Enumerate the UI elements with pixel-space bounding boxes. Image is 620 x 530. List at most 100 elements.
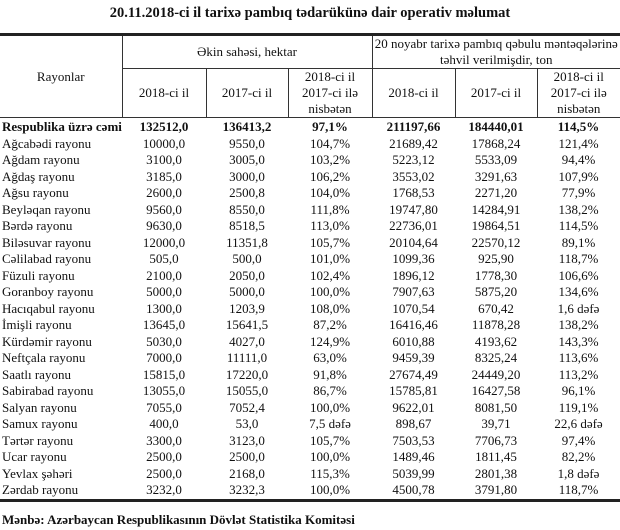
delivered-2018: 3553,02: [392, 168, 435, 184]
district-name: Ağcabədi rayonu: [2, 135, 92, 151]
delivered-ratio: 77,9%: [561, 185, 596, 201]
area-2017: 2168,0: [229, 465, 265, 481]
delivered-2018: 7503,53: [392, 432, 435, 448]
table-row: Ucar rayonu 2500,0 2500,0 100,0% 1489,46 1811…: [0, 449, 620, 466]
delivered-2018: 22736,01: [389, 218, 438, 234]
delivered-2017: 3291,63: [474, 168, 518, 184]
page-title: 20.11.2018-ci il tarixə pambıq tədarükün…: [109, 5, 511, 21]
area-ratio: 7,5 dəfə: [309, 416, 351, 432]
district-name: Sabirabad rayonu: [2, 383, 94, 399]
delivered-2018: 9459,39: [392, 350, 435, 366]
delivered-2018: 1070,54: [392, 300, 435, 316]
area-2018: 3185,0: [146, 168, 182, 184]
delivered-2017: 24449,20: [471, 366, 521, 382]
delivered-2017: 16427,58: [471, 383, 521, 399]
area-ratio: 106,2%: [309, 168, 351, 184]
delivered-ratio: 119,1%: [558, 399, 599, 415]
delivered-2017: 1778,30: [474, 267, 518, 283]
delivered-2017: 7706,73: [474, 432, 518, 448]
delivered-2018: 15785,81: [389, 383, 438, 399]
delivered-ratio: 97,4%: [561, 432, 596, 448]
table-row: Cəlilabad rayonu 505,0 500,0 101,0% 1099,36 9…: [0, 251, 620, 268]
table-row: Beyləqan rayonu 9560,0 8550,0 111,8% 19747,8…: [0, 202, 620, 219]
subheader-delivered-2017: 2017-ci il: [454, 68, 538, 118]
delivered-2018: 27674,49: [389, 366, 438, 382]
area-2018: 7055,0: [146, 399, 182, 415]
area-ratio: 87,2%: [313, 317, 347, 333]
header-sown-area: Əkin sahəsi, hektar: [121, 33, 373, 69]
area-ratio: 115,3%: [310, 465, 350, 481]
table-row: Ağdam rayonu 3100,0 3005,0 103,2% 5223,12 553…: [0, 152, 620, 169]
area-ratio: 100,0%: [288, 482, 373, 502]
area-ratio: 100,0%: [309, 399, 351, 415]
table-row: Kürdəmir rayonu 5030,0 4027,0 124,9% 6010,88…: [0, 334, 620, 351]
delivered-ratio: 89,1%: [561, 234, 596, 250]
delivered-2017: 11878,28: [471, 317, 521, 333]
area-ratio: 105,7%: [309, 432, 351, 448]
area-ratio: 63,0%: [313, 350, 347, 366]
delivered-2017: 39,71: [481, 416, 511, 432]
district-name: Respublika üzrə cəmi: [2, 119, 122, 135]
delivered-ratio: 118,7%: [537, 482, 620, 502]
delivered-2017: 8325,24: [474, 350, 518, 366]
table-row: Sabirabad rayonu 13055,0 15055,0 86,7% 15785…: [0, 383, 620, 400]
area-ratio: 101,0%: [309, 251, 351, 267]
table-row: Saatlı rayonu 15815,0 17220,0 91,8% 27674,49…: [0, 367, 620, 384]
district-name: Beyləqan rayonu: [2, 201, 91, 217]
delivered-2018: 16416,46: [389, 317, 438, 333]
header-rayonlar: Rayonlar: [0, 33, 123, 118]
area-ratio: 105,7%: [309, 234, 351, 250]
delivered-2017: 4193,62: [474, 333, 518, 349]
district-name: Ağsu rayonu: [2, 185, 69, 201]
table-row: Ağdaş rayonu 3185,0 3000,0 106,2% 3553,02 329…: [0, 169, 620, 186]
area-ratio: 103,2%: [309, 152, 351, 168]
area-2018: 505,0: [149, 251, 179, 267]
area-2017: 8550,0: [229, 201, 265, 217]
subheader-delivered-ratio: 2018-ci il 2017-ci ilə nisbətən: [536, 68, 620, 118]
area-2018: 13645,0: [142, 317, 186, 333]
area-2018: 2600,0: [146, 185, 182, 201]
area-2018: 2500,0: [146, 465, 182, 481]
district-name: Saatlı rayonu: [2, 366, 71, 382]
district-name: Samux rayonu: [2, 416, 78, 432]
area-2017: 500,0: [232, 251, 262, 267]
delivered-2018: 898,67: [395, 416, 432, 432]
district-name: Ucar rayonu: [2, 449, 67, 465]
district-name: Biləsuvar rayonu: [2, 234, 92, 250]
cotton-data-table: Rayonlar Əkin sahəsi, hektar 20 noyabr t…: [0, 33, 620, 502]
delivered-2017: 5533,09: [474, 152, 518, 168]
district-name: Zərdab rayonu: [0, 482, 122, 502]
delivered-2017: 17868,24: [471, 135, 521, 151]
delivered-2017: 22570,12: [471, 234, 521, 250]
delivered-2017: 925,90: [478, 251, 514, 267]
area-ratio: 104,0%: [309, 185, 351, 201]
table-row: Goranboy rayonu 5000,0 5000,0 100,0% 7907,63…: [0, 284, 620, 301]
district-name: Bərdə rayonu: [2, 218, 73, 234]
area-2017: 53,0: [235, 416, 259, 432]
district-name: Goranboy rayonu: [2, 284, 94, 300]
delivered-2017: 5875,20: [474, 284, 518, 300]
delivered-2018: 7907,63: [392, 284, 435, 300]
delivered-ratio: 82,2%: [561, 449, 596, 465]
table-row: Füzuli rayonu 2100,0 2050,0 102,4% 1896,12 17…: [0, 268, 620, 285]
area-ratio: 100,0%: [309, 449, 351, 465]
area-2018: 3232,0: [122, 482, 206, 502]
table-row: Neftçala rayonu 7000,0 11111,0 63,0% 9459,39…: [0, 350, 620, 367]
subheader-area-2017: 2017-ci il: [205, 68, 289, 118]
district-name: Yevlax şəhəri: [2, 465, 73, 481]
source-note: Mənbə: Azərbaycan Respublikasının Dövlət…: [2, 512, 355, 527]
area-2018: 15815,0: [142, 366, 186, 382]
area-2017: 15641,5: [225, 317, 269, 333]
delivered-2018: 1768,53: [392, 185, 435, 201]
area-2018: 5000,0: [146, 284, 182, 300]
district-name: Ağdaş rayonu: [2, 168, 75, 184]
delivered-2018: 20104,64: [389, 234, 438, 250]
area-2017: 136413,2: [222, 119, 272, 135]
table-row: Hacıqabul rayonu 1300,0 1203,9 108,0% 1070,5…: [0, 301, 620, 318]
area-2017: 2500,0: [229, 449, 265, 465]
delivered-2017: 3791,80: [455, 482, 538, 502]
area-2017: 11351,8: [226, 234, 268, 250]
area-2018: 3100,0: [146, 152, 182, 168]
area-ratio: 102,4%: [309, 267, 351, 283]
delivered-2017: 2271,20: [474, 185, 518, 201]
